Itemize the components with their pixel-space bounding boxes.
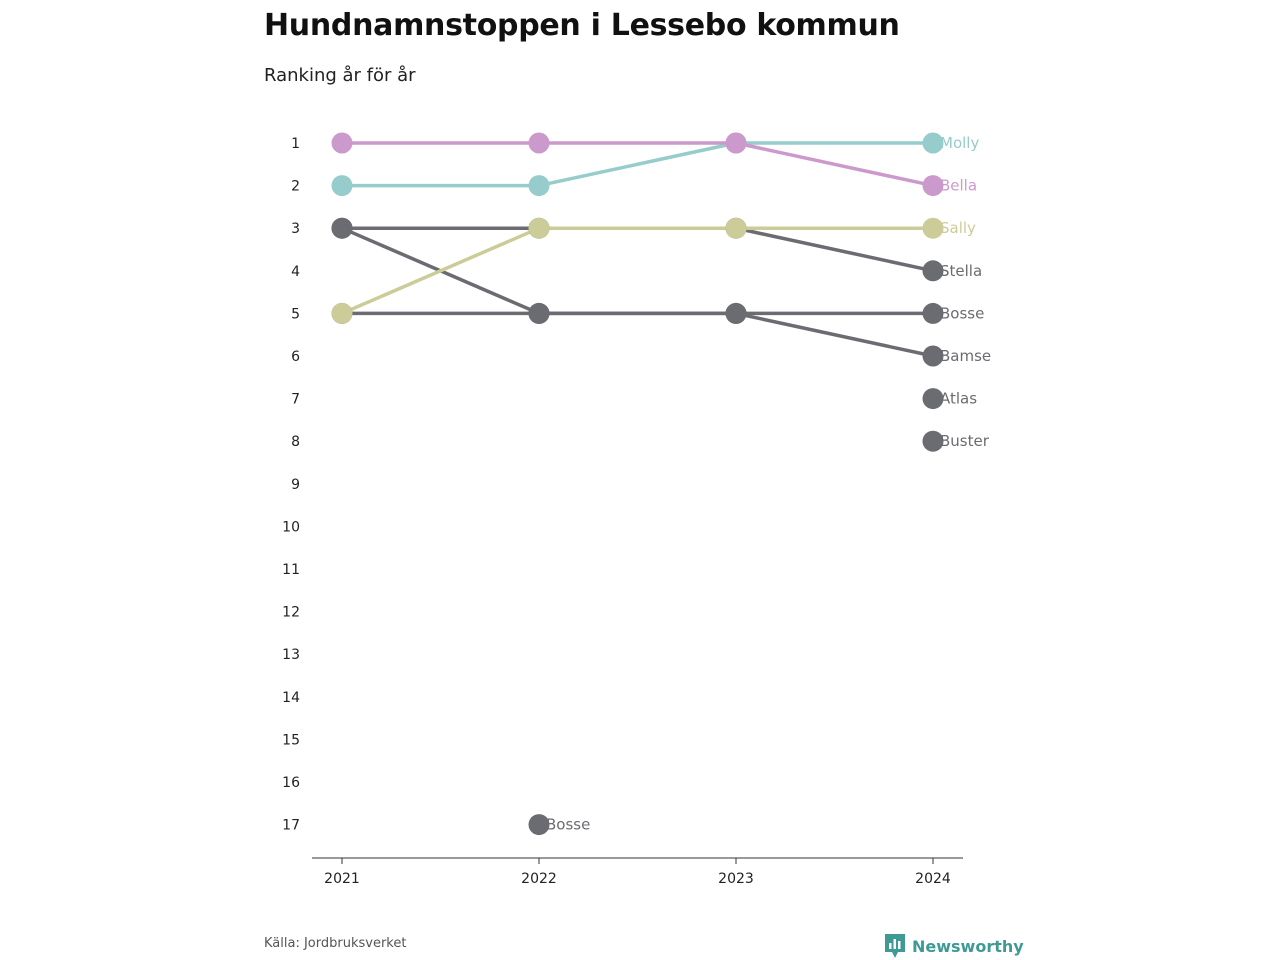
data-point <box>331 175 353 197</box>
x-tick-label: 2022 <box>521 871 557 887</box>
data-point <box>922 217 944 239</box>
chart-subtitle: Ranking år för år <box>264 65 416 86</box>
y-tick-label: 3 <box>291 221 300 237</box>
series-label: Bamse <box>940 347 991 365</box>
y-tick-label: 16 <box>282 775 300 791</box>
series-line <box>340 226 935 273</box>
x-tick-label: 2024 <box>915 871 951 887</box>
y-tick-label: 14 <box>282 690 300 706</box>
data-point <box>528 217 550 239</box>
y-tick-label: 8 <box>291 434 300 450</box>
brand-logo[interactable]: Newsworthy <box>884 933 1024 959</box>
chart-title: Hundnamnstoppen i Lessebo kommun <box>264 8 900 43</box>
y-tick-label: 15 <box>282 732 300 748</box>
series-labels: Stella Bosse Bamse Atlas Buster Bosse Molly Bel… <box>546 134 991 834</box>
series-line <box>340 226 935 316</box>
series-label: Molly <box>940 134 979 152</box>
series-label: Sally <box>940 219 976 237</box>
y-tick-label: 1 <box>291 136 300 152</box>
y-tick-label: 11 <box>282 562 300 578</box>
data-point <box>922 260 944 282</box>
y-tick-label: 2 <box>291 179 300 195</box>
data-point <box>922 302 944 324</box>
data-point <box>922 345 944 367</box>
source-note: Källa: Jordbruksverket <box>264 936 407 951</box>
data-point <box>528 302 550 324</box>
y-tick-label: 4 <box>291 264 300 280</box>
data-point <box>725 132 747 154</box>
y-tick-label: 12 <box>282 605 300 621</box>
series-lines <box>340 141 935 358</box>
series-label: Bella <box>940 177 977 195</box>
series-label: Atlas <box>940 390 977 408</box>
series-line <box>340 311 935 358</box>
data-point <box>528 814 550 836</box>
x-tick-label: 2023 <box>718 871 754 887</box>
data-point <box>331 217 353 239</box>
data-point <box>922 132 944 154</box>
y-tick-label: 9 <box>291 477 300 493</box>
series-markers <box>331 132 944 836</box>
series-label: Stella <box>940 262 982 280</box>
series-line <box>340 141 935 188</box>
data-point <box>922 388 944 410</box>
data-point <box>528 175 550 197</box>
data-point <box>922 175 944 197</box>
brand-name: Newsworthy <box>912 936 1024 956</box>
data-point <box>331 302 353 324</box>
y-tick-label: 7 <box>291 392 300 408</box>
y-tick-label: 10 <box>282 519 300 535</box>
series-line <box>340 141 935 188</box>
y-tick-label: 13 <box>282 647 300 663</box>
series-label: Bosse <box>546 816 590 834</box>
x-axis: 2021 2022 2023 2024 <box>312 857 963 887</box>
data-point <box>725 302 747 324</box>
y-tick-label: 6 <box>291 349 300 365</box>
data-point <box>331 132 353 154</box>
series-label: Bosse <box>940 304 984 322</box>
data-point <box>725 217 747 239</box>
data-point <box>922 430 944 452</box>
y-tick-label: 17 <box>282 818 300 834</box>
y-tick-label: 5 <box>291 306 300 322</box>
series-line <box>340 226 935 316</box>
newsworthy-icon <box>885 934 905 958</box>
x-tick-label: 2021 <box>324 871 360 887</box>
series-label: Buster <box>940 432 990 450</box>
data-point <box>528 132 550 154</box>
